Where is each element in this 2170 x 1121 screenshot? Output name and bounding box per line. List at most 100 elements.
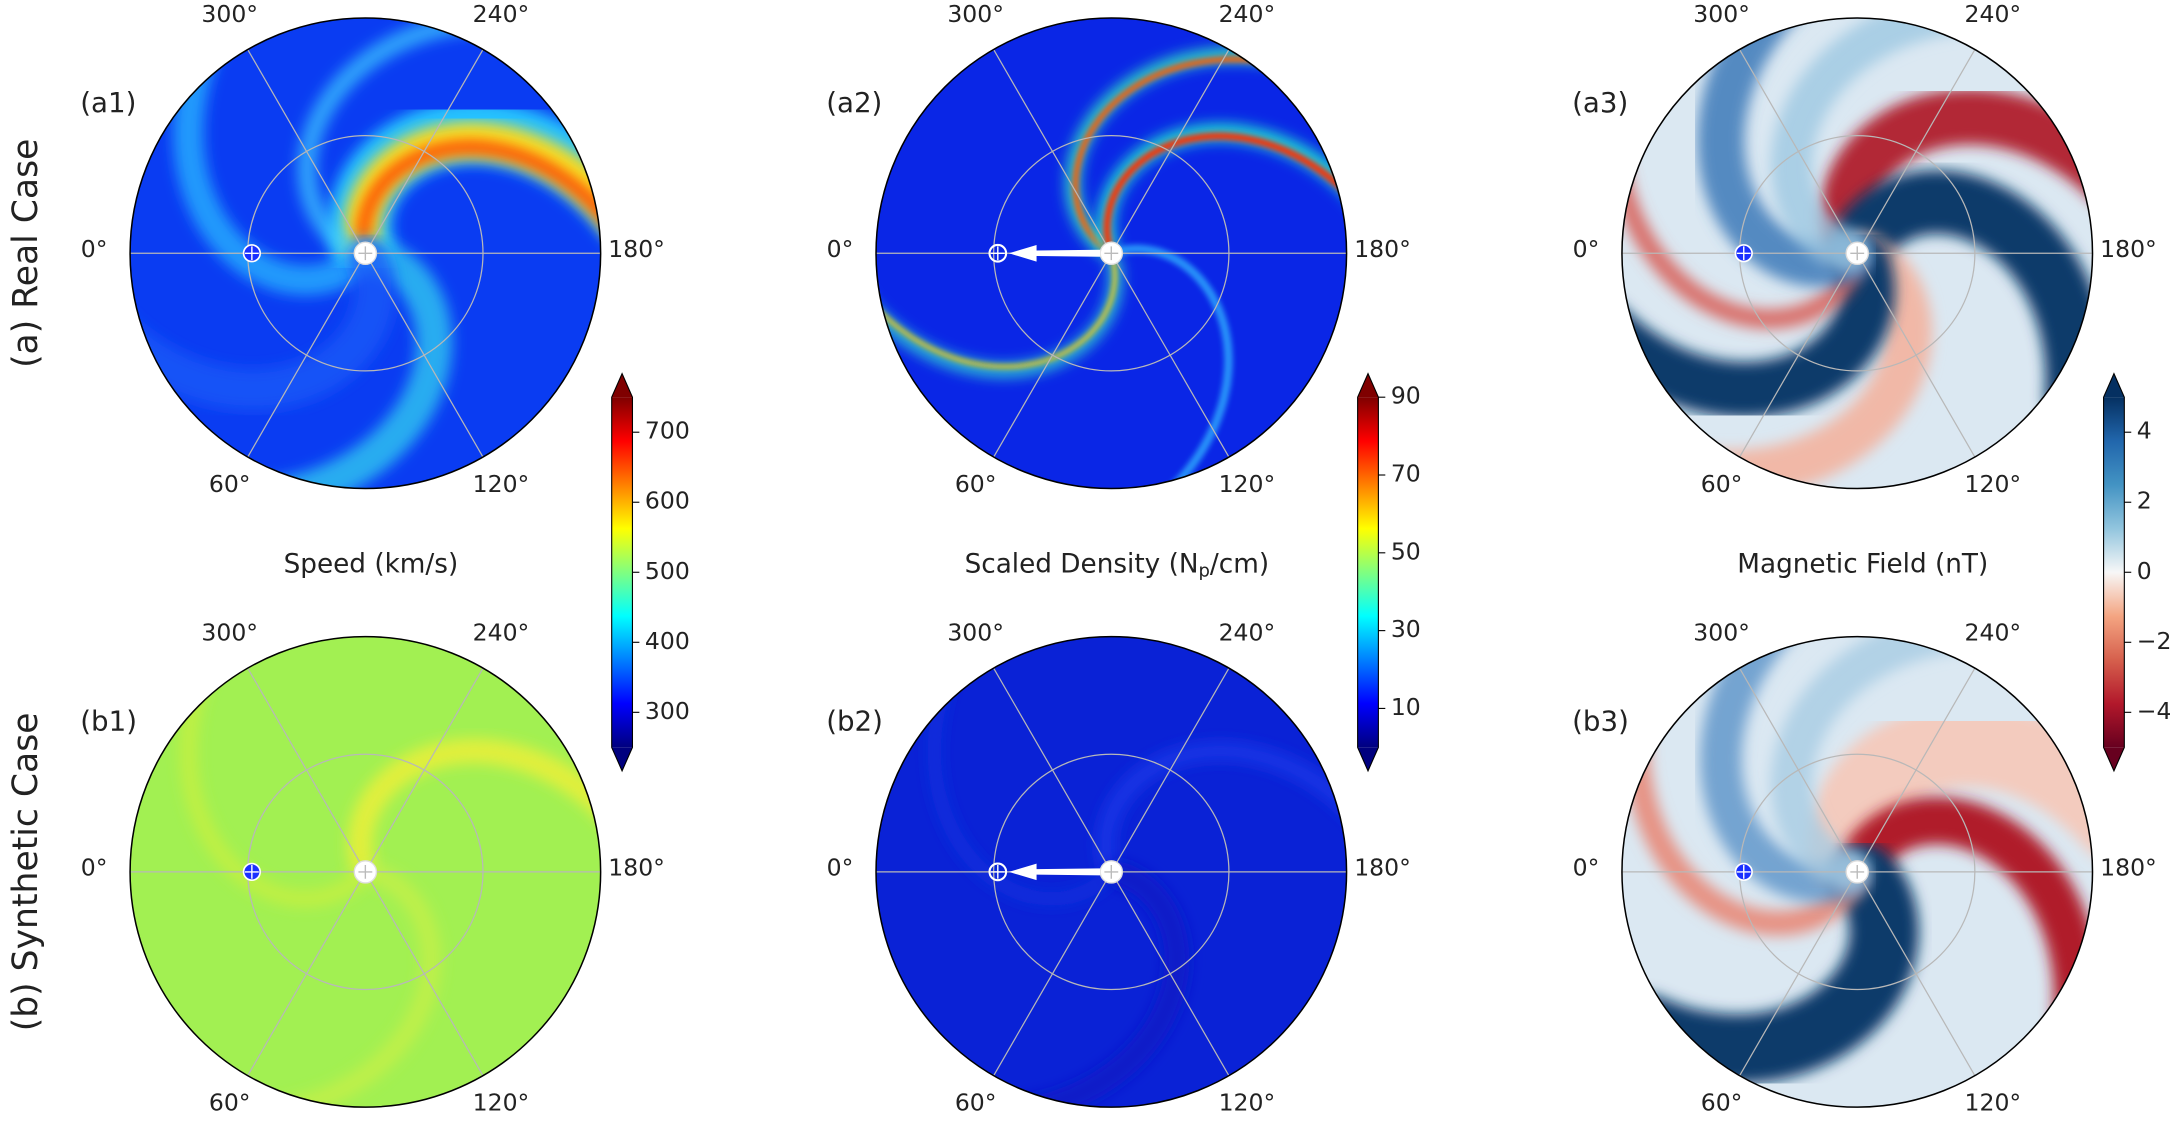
spiral-structure xyxy=(1700,636,1871,903)
spiral-structure xyxy=(1096,741,1347,874)
polar-grid-spoke xyxy=(1856,871,1976,1076)
panel-outline xyxy=(875,635,1348,1108)
angle-label: 0° xyxy=(827,235,854,263)
angle-label: 240° xyxy=(1219,619,1276,647)
colorbar xyxy=(2103,397,2125,748)
panel-label: (a3) xyxy=(1572,86,1628,119)
panel-label: (b1) xyxy=(80,704,137,737)
angle-label: 120° xyxy=(1219,470,1276,498)
polar-grid-spoke xyxy=(993,252,1112,458)
spiral-structure xyxy=(1624,714,1867,936)
angle-label: 60° xyxy=(1701,470,1743,498)
spiral-structure xyxy=(251,864,441,1108)
panel-outline xyxy=(129,17,602,490)
polar-grid-spoke xyxy=(993,667,1112,873)
polar-grid-spoke xyxy=(364,871,484,1076)
colorbar-tick-label: 300 xyxy=(645,697,690,725)
angle-label: 60° xyxy=(955,1089,997,1117)
sun-cross xyxy=(1850,864,1865,879)
spiral-structure xyxy=(130,239,396,411)
colorbar-extend-max xyxy=(2103,373,2125,398)
colorbar-extend-max xyxy=(1357,373,1379,398)
polar-grid-spoke xyxy=(1739,667,1858,873)
colorbar-extend-min xyxy=(1357,747,1379,771)
earth-arrow xyxy=(1008,863,1101,881)
colorbar-tick-label: 30 xyxy=(1391,615,1421,643)
colorbar xyxy=(1357,397,1379,748)
polar-grid-spoke xyxy=(364,49,484,254)
angle-label: 300° xyxy=(947,619,1004,647)
angle-label: 0° xyxy=(827,854,854,882)
spiral-structure xyxy=(1697,17,1874,287)
colorbar-tick-label: −2 xyxy=(2137,627,2170,655)
panel-outline xyxy=(1621,17,2094,490)
polar-panel xyxy=(1621,636,2093,1108)
panel-label: (b2) xyxy=(826,704,883,737)
spiral-structure xyxy=(1819,89,2093,274)
angle-label: 180° xyxy=(1354,854,1411,882)
angle-label: 120° xyxy=(473,470,530,498)
colorbar-outline xyxy=(611,372,634,773)
spiral-structure xyxy=(927,653,1113,906)
colorbar-label-part: p xyxy=(1199,561,1210,582)
colorbar-extend-min xyxy=(2103,747,2125,771)
colorbar-extend-max xyxy=(611,373,633,398)
spiral-structure xyxy=(1621,233,1895,418)
colorbar-label: Speed (km/s) xyxy=(284,549,459,579)
colorbar-tick-label: 10 xyxy=(1391,693,1421,721)
angle-label: 300° xyxy=(947,0,1004,28)
angle-label: 180° xyxy=(2100,854,2157,882)
sun-cross xyxy=(1850,246,1865,261)
polar-panel xyxy=(130,636,601,1108)
colorbar-label-part: Scaled Density (N xyxy=(965,549,1199,579)
polar-grid-spoke xyxy=(1110,871,1230,1076)
spiral-structure xyxy=(251,236,453,489)
spiral-structure xyxy=(173,26,375,296)
earth-cross xyxy=(990,864,1005,879)
colorbar-tick-label: 4 xyxy=(2137,417,2152,445)
spiral-structure xyxy=(356,141,601,257)
spiral-structure xyxy=(876,259,1117,369)
colorbar-extend-min xyxy=(611,747,633,771)
sun-cross xyxy=(1104,246,1119,261)
angle-label: 240° xyxy=(1965,619,2022,647)
angle-label: 0° xyxy=(81,854,108,882)
angle-label: 240° xyxy=(473,619,530,647)
polar-grid-spoke xyxy=(1110,667,1230,873)
angle-label: 240° xyxy=(1219,0,1276,28)
panel-label: (b3) xyxy=(1572,704,1629,737)
polar-grid-spoke xyxy=(1856,667,1976,873)
angle-label: 300° xyxy=(201,0,258,28)
earth-marker xyxy=(988,243,1008,263)
panel-outline xyxy=(1621,635,2094,1108)
spiral-structure xyxy=(1808,703,2093,906)
angle-label: 240° xyxy=(473,0,530,28)
polar-grid-spoke xyxy=(1739,871,1858,1076)
panel-outline xyxy=(875,17,1348,490)
polar-grid-spoke xyxy=(1110,49,1230,254)
spiral-structure xyxy=(1072,56,1302,252)
spiral-structure xyxy=(347,738,601,877)
angle-label: 300° xyxy=(1693,619,1750,647)
colorbar-tick-label: −4 xyxy=(2137,697,2170,725)
polar-grid-spoke xyxy=(247,49,366,254)
colorbar-tick-label: 400 xyxy=(645,627,690,655)
colorbar-tick-label: 90 xyxy=(1391,382,1421,410)
angle-label: 240° xyxy=(1965,0,2022,28)
earth-cross xyxy=(1736,246,1751,261)
polar-grid-spoke xyxy=(993,871,1112,1076)
earth-cross xyxy=(990,246,1005,261)
earth-cross xyxy=(244,246,259,261)
angle-label: 60° xyxy=(209,470,251,498)
panel-outline xyxy=(129,635,602,1108)
angle-label: 60° xyxy=(209,1089,251,1117)
panel-label: (a1) xyxy=(80,86,136,119)
colorbar-label-part: /cm) xyxy=(1210,549,1269,579)
spiral-structure xyxy=(297,17,501,261)
colorbar-tick-label: 0 xyxy=(2137,557,2152,585)
row-label: (a) Real Case xyxy=(6,139,46,368)
angle-label: 180° xyxy=(608,854,665,882)
colorbar-tick-label: 600 xyxy=(645,487,690,515)
polar-panel xyxy=(876,636,1347,1108)
